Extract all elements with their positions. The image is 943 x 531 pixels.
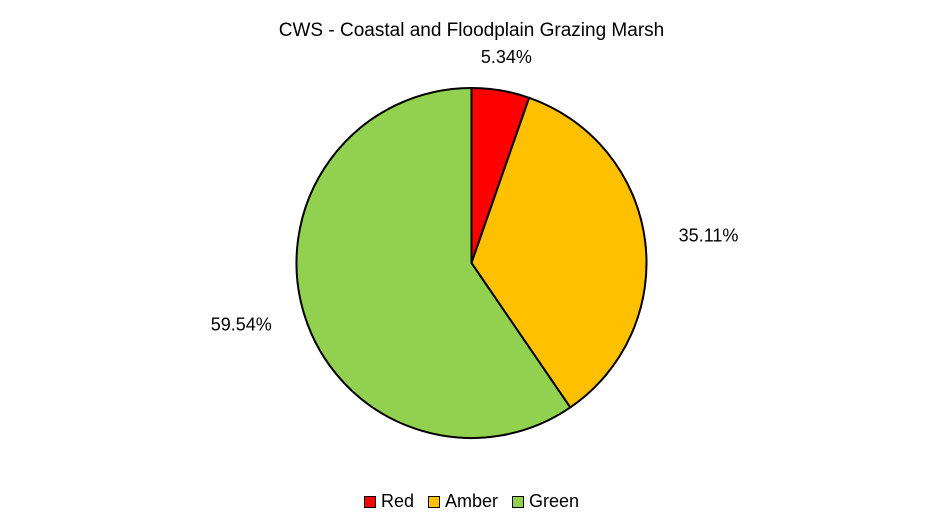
data-label-red: 5.34% (481, 47, 532, 67)
legend-item-green: Green (512, 491, 579, 512)
legend-swatch-green (512, 495, 524, 508)
data-label-green: 59.54% (211, 315, 272, 335)
legend-label-red: Red (380, 491, 414, 511)
legend: Red Amber Green (0, 491, 943, 512)
legend-item-red: Red (363, 491, 414, 512)
legend-label-amber: Amber (444, 491, 498, 511)
data-label-amber: 35.11% (679, 225, 739, 245)
pie-slice-green (295, 87, 572, 439)
legend-item-amber: Amber (427, 491, 498, 512)
chart-title: CWS - Coastal and Floodplain Grazing Mar… (278, 20, 665, 41)
legend-swatch-red (363, 495, 376, 508)
legend-swatch-amber (427, 495, 440, 508)
legend-label-green: Green (529, 491, 580, 511)
pie-slice-amber (470, 96, 648, 409)
